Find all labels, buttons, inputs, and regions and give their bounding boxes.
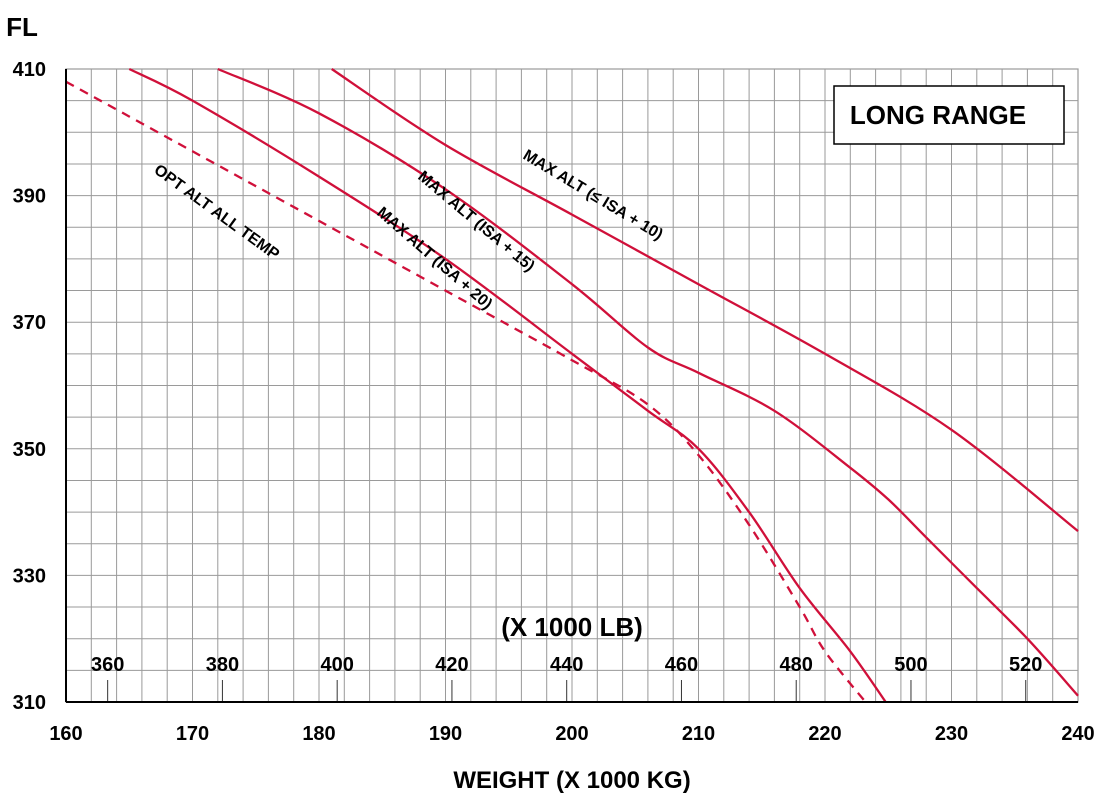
lb-axis-label: (X 1000 LB): [501, 612, 643, 642]
x-tick-label: 210: [682, 723, 715, 745]
lb-tick-label: 460: [665, 654, 698, 676]
lb-tick-label: 380: [206, 654, 239, 676]
y-tick-label: 350: [13, 439, 46, 461]
y-tick-label: 310: [13, 692, 46, 714]
y-axis-label: FL: [6, 12, 38, 42]
y-tick-label: 390: [13, 186, 46, 208]
x-tick-label: 220: [808, 723, 841, 745]
lb-tick-label: 420: [435, 654, 468, 676]
x-tick-label: 160: [49, 723, 82, 745]
x-tick-label: 230: [935, 723, 968, 745]
series-line: [65, 80, 867, 703]
lb-tick-label: 440: [550, 654, 583, 676]
x-tick-label: 200: [555, 723, 588, 745]
lb-tick-label: 500: [894, 654, 927, 676]
series-line: [331, 68, 1079, 532]
y-tick-label: 370: [13, 312, 46, 334]
lb-scale: 360 380 400 420 440 460 480 500 520: [91, 654, 1042, 702]
lb-tick-label: 400: [320, 654, 353, 676]
chart-axes: 160 170 180 190 200 210 220 230 240 310 330 350 370 3…: [13, 59, 1095, 745]
lb-tick-label: 360: [91, 654, 124, 676]
x-tick-label: 240: [1061, 723, 1094, 745]
series-label-opt-alt: OPT ALT ALL TEMP: [151, 161, 283, 263]
chart-title-box: [833, 85, 1065, 145]
lb-tick-label: 480: [780, 654, 813, 676]
chart-series: [65, 67, 1079, 703]
series-line: [217, 67, 1079, 697]
series-line: [128, 67, 887, 703]
chart-grid: [65, 68, 1079, 703]
x-axis-label: WEIGHT (X 1000 KG): [453, 767, 690, 794]
x-tick-label: 190: [429, 723, 462, 745]
y-tick-label: 410: [13, 59, 46, 81]
y-tick-label: 330: [13, 565, 46, 587]
x-tick-label: 180: [302, 723, 335, 745]
lb-tick-label: 520: [1009, 654, 1042, 676]
chart-title: LONG RANGE: [850, 100, 1026, 130]
x-tick-label: 170: [176, 723, 209, 745]
